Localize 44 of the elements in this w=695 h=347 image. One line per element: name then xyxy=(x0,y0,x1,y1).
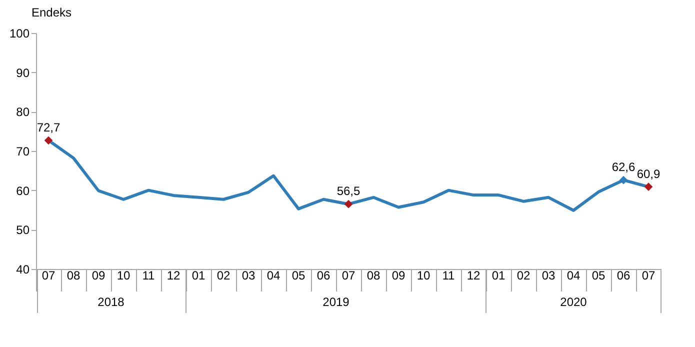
point xyxy=(644,182,653,191)
x-tick-label: 10 xyxy=(116,268,130,282)
data-label: 72,7 xyxy=(36,120,60,134)
x-tick-label: 12 xyxy=(166,268,180,282)
data-label: 56,5 xyxy=(336,184,360,198)
y-tick-label: 50 xyxy=(16,223,30,238)
x-tick-label: 09 xyxy=(92,268,106,282)
x-tick-label: 04 xyxy=(566,268,580,282)
x-tick-label: 05 xyxy=(292,268,306,282)
x-tick-label: 07 xyxy=(642,268,656,282)
y-tick-label: 40 xyxy=(16,262,30,276)
x-tick-label: 11 xyxy=(142,268,156,282)
x-tick-label: 06 xyxy=(616,268,630,282)
x-tick-label: 08 xyxy=(66,268,80,282)
x-tick-label: 02 xyxy=(516,268,530,282)
x-tick-label: 12 xyxy=(466,268,480,282)
x-tick-label: 02 xyxy=(216,268,230,282)
y-tick-label: 60 xyxy=(16,184,30,198)
x-tick-label: 11 xyxy=(442,268,456,282)
x-tick-label: 01 xyxy=(492,268,506,282)
point xyxy=(44,136,53,145)
y-tick-label: 70 xyxy=(16,144,30,158)
point xyxy=(619,176,628,184)
y-tick-label: 90 xyxy=(16,66,30,80)
text: 2019 xyxy=(322,295,350,309)
x-tick-label: 03 xyxy=(542,268,556,282)
text: 2018 xyxy=(98,295,125,309)
point xyxy=(344,200,353,208)
y-tick-label: 80 xyxy=(16,105,30,120)
x-tick-label: 03 xyxy=(242,268,256,282)
x-tick-label: 07 xyxy=(342,268,356,282)
x-tick-label: 05 xyxy=(592,268,606,282)
x-tick-label: 08 xyxy=(366,268,380,282)
y-axis-title: Endeks xyxy=(32,6,72,20)
x-tick-label: 07 xyxy=(42,268,56,282)
x-tick-label: 06 xyxy=(316,268,330,282)
data-label: 60,9 xyxy=(636,166,660,181)
y-tick-label: 100 xyxy=(9,26,30,40)
x-tick-label: 09 xyxy=(392,268,406,282)
x-tick-label: 01 xyxy=(192,268,206,282)
data-label: 62,6 xyxy=(612,160,636,174)
x-tick-label: 10 xyxy=(416,268,430,282)
x-tick-label: 04 xyxy=(266,268,280,282)
text: 2020 xyxy=(560,295,588,309)
